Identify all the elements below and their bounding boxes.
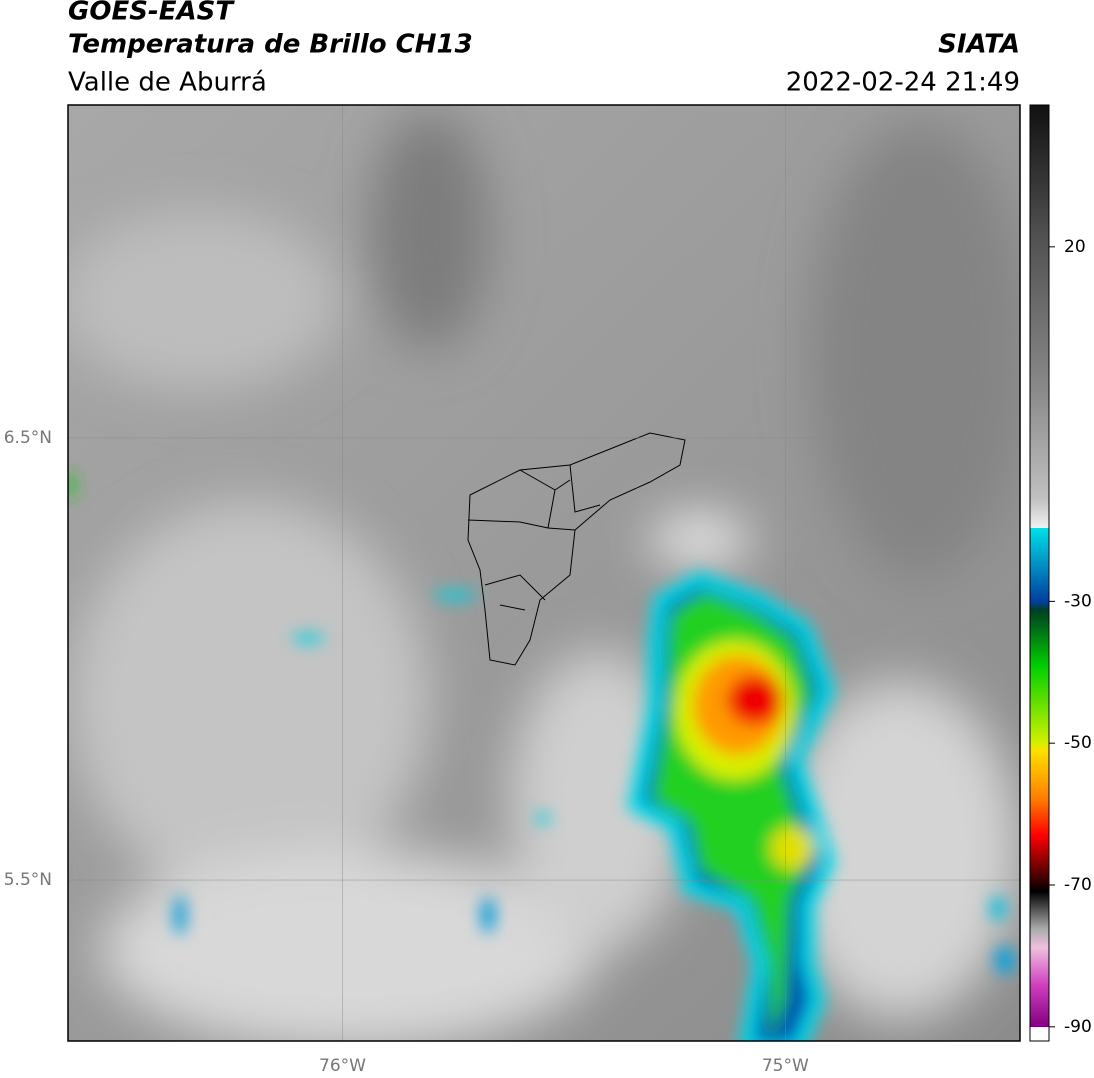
- valle-aburra-outline: [467, 432, 686, 666]
- y-tick-label: 6.5°N: [4, 428, 52, 448]
- colorbar-tick-label: 20: [1064, 237, 1086, 257]
- colorbar-tick-label: -50: [1064, 733, 1092, 753]
- region: Valle de Aburrá: [68, 68, 267, 98]
- title: GOES-EAST: [68, 0, 235, 27]
- colorbar: [1029, 104, 1050, 1042]
- satellite-image: [68, 105, 1020, 1041]
- x-tick-label: 75°W: [762, 1056, 809, 1076]
- colorbar-tick-label: -70: [1064, 875, 1092, 895]
- y-tick-label: 5.5°N: [4, 870, 52, 890]
- colorbar-tick-label: -30: [1064, 591, 1092, 611]
- source: SIATA: [938, 30, 1020, 60]
- colorbar-tick-label: -90: [1064, 1017, 1092, 1037]
- x-tick-label: 76°W: [319, 1056, 366, 1076]
- map-frame: [67, 104, 1021, 1042]
- datetime: 2022-02-24 21:49: [786, 68, 1020, 98]
- subtitle: Temperatura de Brillo CH13: [68, 30, 473, 60]
